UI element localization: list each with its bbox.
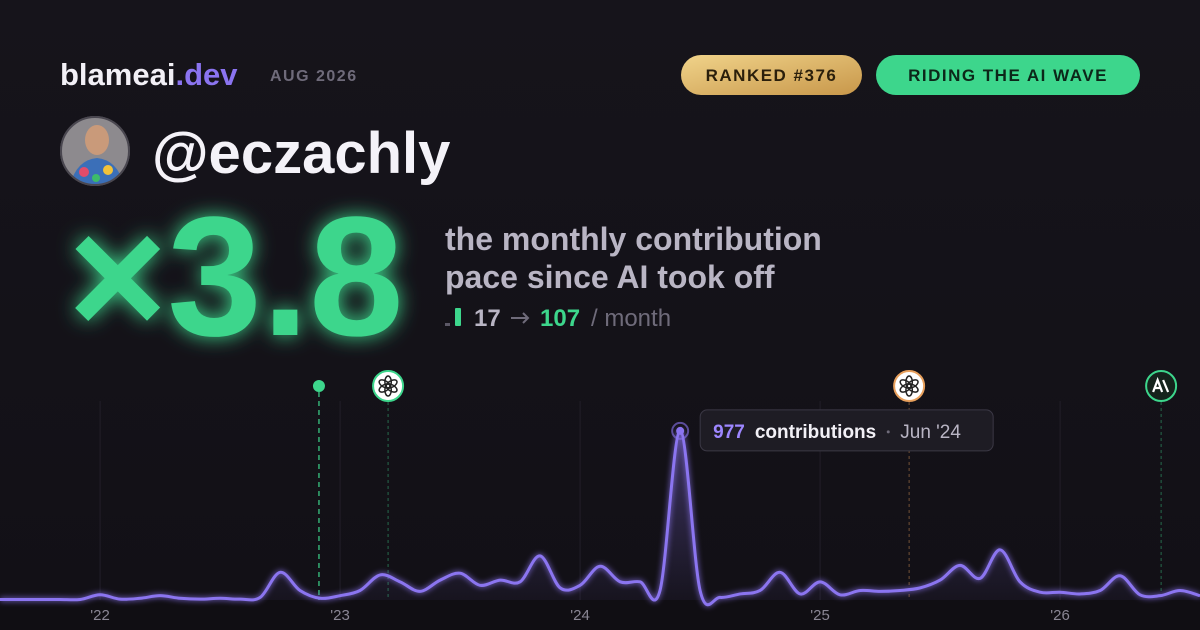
- peak-dot: [676, 426, 685, 435]
- event-marker: [312, 380, 325, 600]
- area-fill: [0, 430, 1200, 605]
- description-line: pace since AI took off: [445, 259, 775, 295]
- x-tick-label: '23: [330, 607, 350, 624]
- x-tick-label: '24: [570, 607, 590, 624]
- tooltip: 977 contributions Jun '24: [699, 409, 994, 452]
- status-badge-text: RIDING THE AI WAVE: [908, 66, 1108, 85]
- event-icon: [372, 370, 405, 402]
- rank-badge-text: RANKED #376: [706, 66, 838, 85]
- pace-before: 17: [474, 305, 501, 332]
- event-marker: [1145, 370, 1178, 600]
- rank-badge: [681, 55, 862, 95]
- event-marker: [893, 370, 926, 600]
- tooltip-series: contributions: [755, 422, 876, 443]
- x-tick-label: '25: [810, 607, 830, 624]
- tooltip-box: [699, 409, 994, 452]
- pace-arrow: [511, 312, 530, 324]
- description-line: the monthly contribution: [445, 221, 822, 257]
- x-tick-label: '26: [1050, 607, 1070, 624]
- anthropic-glyph: [1152, 376, 1170, 393]
- openai-glyph: [378, 379, 391, 389]
- user-handle: @eczachly: [152, 121, 450, 186]
- chart: '22 '23 '24 '25 '26 977 contributions Jun '24: [0, 370, 1200, 624]
- report-date: AUG 2026: [270, 68, 358, 85]
- peak-ring: [671, 421, 690, 440]
- openai-glyph: [899, 379, 912, 389]
- pace-unit: / month: [591, 305, 671, 332]
- avatar: [60, 116, 130, 186]
- brand-name: blameai: [60, 57, 175, 92]
- brand-tld: .dev: [175, 57, 238, 92]
- tooltip-date: Jun '24: [900, 422, 961, 443]
- x-tick-label: '22: [90, 607, 110, 624]
- brand: blameai.dev: [60, 57, 238, 92]
- event-dot: [312, 380, 325, 392]
- event-marker: [372, 370, 405, 600]
- line: [0, 429, 1200, 607]
- axis-band: [0, 600, 1200, 630]
- event-icon: [1145, 370, 1178, 402]
- multiplier: ×3.8: [68, 182, 404, 372]
- event-icon: [893, 370, 926, 402]
- tooltip-value: 977: [713, 422, 745, 443]
- status-badge: [876, 55, 1140, 95]
- pace-after: 107: [540, 305, 580, 332]
- pace-icon: [445, 308, 461, 326]
- tooltip-separator: [886, 430, 890, 434]
